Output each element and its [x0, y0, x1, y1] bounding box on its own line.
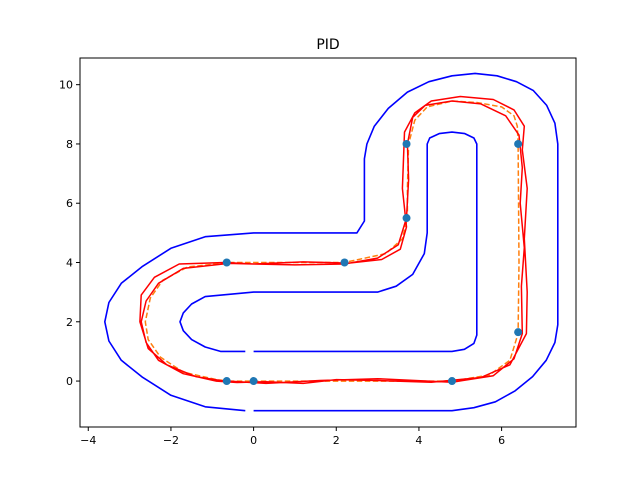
waypoint-marker — [249, 377, 258, 386]
y-tick-label: 6 — [66, 197, 73, 210]
axis-ticks: −4 −2 0 2 4 6 0 2 4 6 8 10 — [59, 79, 505, 447]
x-tick-label: −4 — [80, 434, 96, 447]
x-tick-label: 6 — [498, 434, 505, 447]
y-tick-label: 0 — [66, 375, 73, 388]
axes-frame — [79, 57, 577, 428]
waypoint-marker — [402, 139, 411, 148]
reference-path-line — [144, 100, 520, 382]
waypoint-marker — [514, 139, 523, 148]
x-tick-label: 4 — [415, 434, 422, 447]
plot-area — [104, 72, 559, 412]
chart-title: PID — [316, 37, 339, 53]
x-tick-label: −2 — [163, 434, 179, 447]
waypoint-marker — [514, 328, 523, 337]
y-tick-label: 10 — [59, 79, 73, 92]
y-tick-label: 8 — [66, 138, 73, 151]
x-tick-label: 2 — [333, 434, 340, 447]
track-outer-boundary-line — [104, 72, 559, 412]
track-inner-boundary-line — [179, 131, 478, 353]
waypoint-marker — [340, 258, 349, 267]
y-tick-label: 4 — [66, 257, 73, 270]
x-tick-label: 0 — [250, 434, 257, 447]
waypoint-marker — [402, 214, 411, 223]
waypoint-marker — [222, 377, 231, 386]
waypoint-marker — [222, 258, 231, 267]
waypoint-marker — [448, 377, 456, 386]
y-tick-label: 2 — [66, 316, 73, 329]
